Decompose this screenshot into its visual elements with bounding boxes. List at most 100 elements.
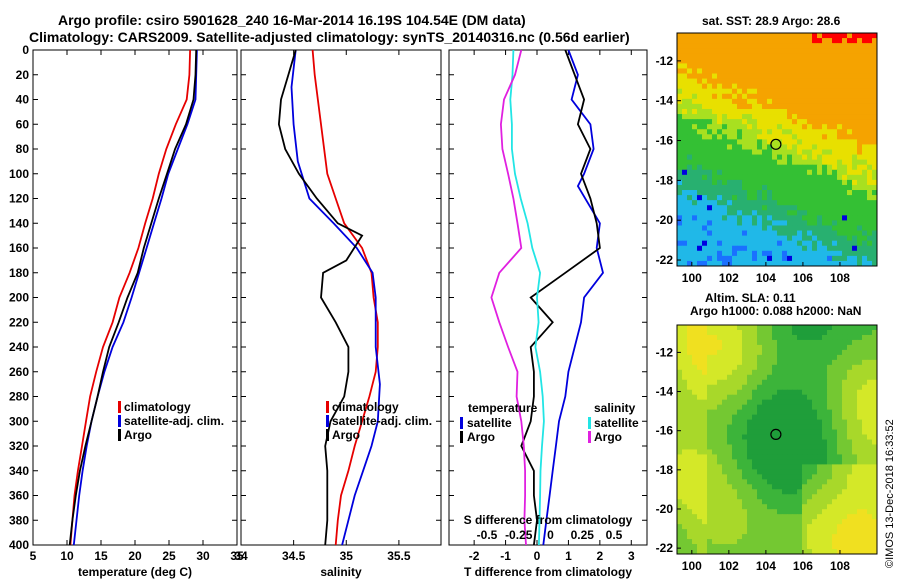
sst-map-cell [807,103,813,110]
sst-map-cell [847,58,853,64]
sst-map-cell [802,174,808,181]
sst-map-cell [752,149,758,155]
temperature-series-line [72,49,198,546]
sst-map-cell [732,184,738,191]
sst-map-cell [747,73,753,79]
sst-map-cell [792,33,798,39]
sla-map-cell [857,439,863,445]
sst-map-cell [707,235,713,242]
sst-map-cell [727,205,733,211]
sst-map-cell [707,134,713,140]
sla-map-cell [682,544,688,550]
sla-map-cell [677,325,683,331]
sst-map-cell [847,225,853,231]
sst-map-cell [777,200,783,206]
sla-map-cell [867,444,873,450]
sst-map-cell [757,149,763,155]
sst-map-cell [697,235,703,242]
sla-map-cell [727,479,733,485]
sst-map-cell [742,169,748,176]
sst-map-cell [722,220,728,226]
sla-map-cell [767,514,773,520]
sla-map-cell [847,499,853,505]
sla-map-cell [777,329,783,336]
sla-map-cell [677,404,683,411]
sla-map-cell [822,494,828,500]
sst-map-cell [817,114,823,120]
sla-map-cell [677,409,683,416]
sst-map-cell [722,245,728,252]
sst-map-cell [822,225,828,231]
sst-map-cell [852,154,858,161]
sst-map-cell [837,53,843,59]
sst-map-cell [682,139,688,145]
sst-map-cell [822,230,828,237]
sst-map-cell [797,215,803,221]
sst-map-cell [712,230,718,237]
sla-map-cell [857,519,863,525]
sst-map-cell [742,159,748,166]
sst-map-cell [717,190,723,196]
sla-map-cell [742,534,748,540]
sst-map-cell [742,184,748,191]
sla-map-cell [722,404,728,411]
sla-map-cell [852,409,858,416]
sla-map-cell [732,374,738,381]
sst-map-cell [732,154,738,161]
sla-map-cell [827,474,833,480]
sst-map-cell [762,195,768,201]
sst-map-cell [742,108,748,115]
sla-map-cell [852,549,858,555]
sst-map-cell [722,68,728,74]
sst-map-cell [827,240,833,247]
sst-map-cell [712,245,718,252]
sst-map-cell [767,205,773,211]
sst-map-cell [747,98,753,105]
sla-map-cell [692,449,698,455]
sst-map-cell [727,78,733,85]
sla-map-cell [792,419,798,425]
sla-map-cell [767,464,773,470]
sst-map-cell [687,195,693,201]
sst-map-cell [687,240,693,247]
sla-map-cell [732,479,738,485]
sla-map-cell [777,424,783,430]
sla-map-cell [812,325,818,331]
sla-map-cell [712,529,718,535]
sla-map-cell [867,504,873,510]
sla-map-cell [812,434,818,440]
sst-map-cell [687,83,693,90]
sst-map-cell [867,58,873,64]
sst-map-cell [732,103,738,110]
sla-map-cell [732,339,738,346]
sla-map-cell [677,474,683,480]
sla-map-cell [802,534,808,540]
sst-map-cell [817,235,823,242]
sla-map-cell [772,379,778,386]
sst-map-cell [847,215,853,221]
sla-map-cell [757,484,763,490]
sst-map-cell [827,103,833,110]
sla-map-cell [712,444,718,450]
sst-map-cell [707,83,713,90]
sst-map-cell [837,134,843,140]
sst-map-cell [792,215,798,221]
sla-map-cell [692,369,698,376]
sla-map-cell [737,499,743,505]
sst-map-cell [737,174,743,181]
sla-map-cell [832,419,838,425]
sst-map-cell [752,255,758,262]
sla-map-cell [742,369,748,376]
sla-map-cell [812,519,818,525]
sla-map-cell [777,364,783,371]
sla-map-cell [782,454,788,460]
sst-map-cell [777,215,783,221]
sla-map-cell [782,479,788,485]
sla-map-cell [732,489,738,495]
sla-map-cell [792,379,798,386]
diff-legend-title-temperature: temperature [468,401,538,415]
sla-map-cell [867,549,873,555]
sla-map-cell [777,394,783,401]
sst-map-cell [807,134,813,140]
sla-map-cell [812,414,818,420]
